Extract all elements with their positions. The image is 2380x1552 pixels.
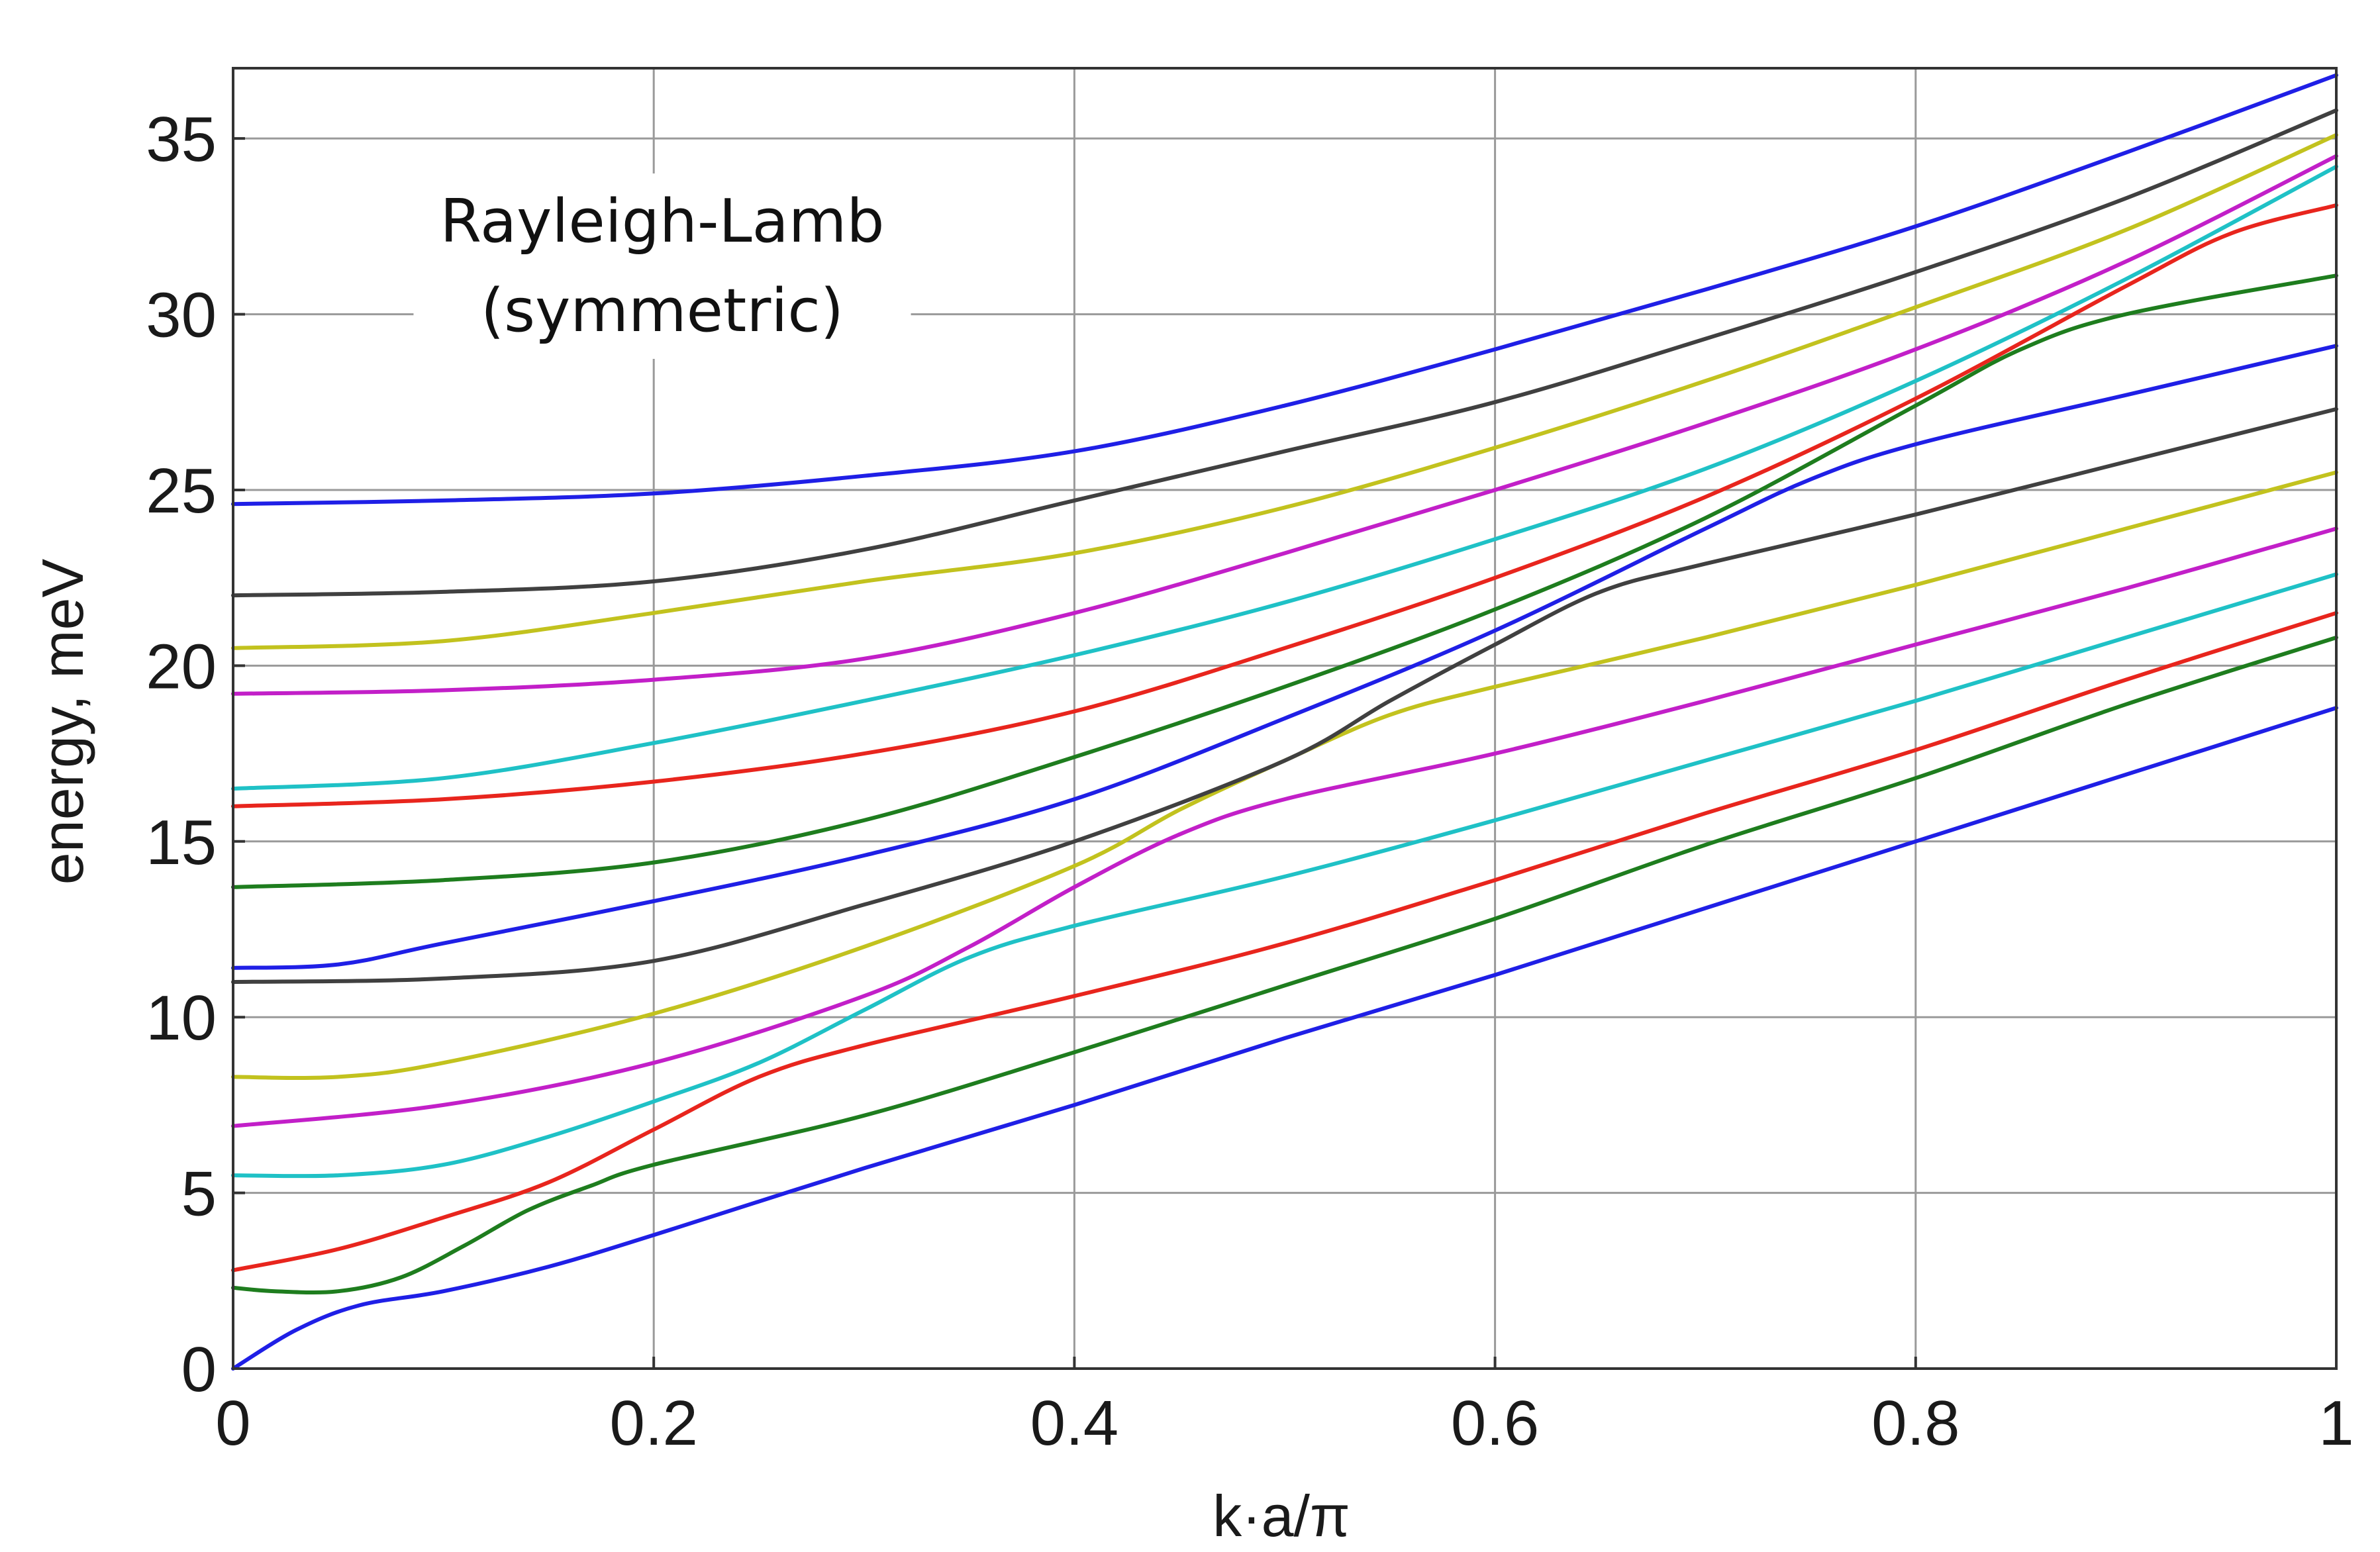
series-line-1 (231, 706, 2338, 1371)
y-tick-label-6: 30 (146, 280, 217, 351)
plot-frame (232, 67, 2338, 1370)
series-line-13 (231, 132, 2338, 650)
series-line-12 (231, 154, 2338, 696)
annotation-line-1: Rayleigh-Lamb (440, 187, 884, 256)
y-tick-label-7: 35 (146, 104, 217, 175)
y-tick-label-4: 20 (146, 631, 217, 702)
annotation-line-2: (symmetric) (481, 276, 844, 346)
x-tick-label-5: 1 (2318, 1388, 2354, 1459)
y-axis-label: energy, meV (30, 559, 95, 885)
y-axis-ticks: 0 5 10 15 20 25 30 35 (146, 104, 245, 1405)
series-line-9 (231, 273, 2338, 889)
annotation: Rayleigh-Lamb (symmetric) (413, 173, 911, 359)
series-line-3 (231, 610, 2338, 1273)
y-tick-label-3: 15 (146, 807, 217, 878)
y-tick-label-2: 10 (146, 983, 217, 1053)
series-line-8 (231, 344, 2338, 970)
series-line-4 (231, 572, 2338, 1179)
x-tick-label-2: 0.4 (1030, 1388, 1118, 1459)
x-tick-label-4: 0.8 (1871, 1388, 1959, 1459)
series-layer (231, 73, 2338, 1371)
series-line-10 (231, 203, 2338, 808)
y-tick-label-1: 5 (181, 1159, 217, 1230)
x-axis-label: k·a/π (1213, 1483, 1350, 1549)
annotation-background (413, 173, 911, 359)
y-tick-label-5: 25 (146, 456, 217, 526)
series-line-11 (231, 164, 2338, 791)
x-tick-label-0: 0 (215, 1388, 250, 1459)
y-tick-label-0: 0 (181, 1334, 217, 1405)
series-line-15 (231, 73, 2338, 507)
x-tick-label-3: 0.6 (1451, 1388, 1539, 1459)
series-line-14 (231, 108, 2338, 598)
x-tick-label-1: 0.2 (609, 1388, 697, 1459)
series-line-5 (231, 526, 2338, 1128)
series-line-2 (231, 635, 2338, 1295)
x-axis-ticks: 0 0.2 0.4 0.6 0.8 1 (215, 1357, 2354, 1459)
series-line-7 (231, 407, 2338, 985)
